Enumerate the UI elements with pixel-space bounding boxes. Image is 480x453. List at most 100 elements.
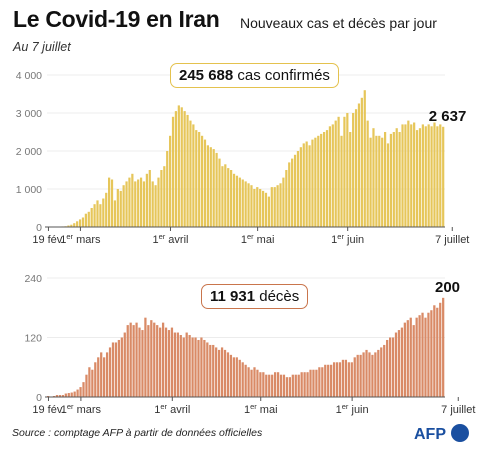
deaths-bar [147, 325, 150, 397]
deaths-bar [217, 349, 221, 397]
cases-bar [372, 128, 375, 227]
cases-bar [322, 132, 326, 227]
deaths-bar [117, 339, 121, 397]
cases-total-value: 245 688 [179, 67, 234, 84]
deaths-bar [330, 364, 333, 397]
cases-bar [212, 149, 215, 227]
deaths-bar [97, 357, 100, 397]
deaths-bar [132, 325, 135, 397]
cases-bar [250, 185, 253, 227]
deaths-bar [276, 372, 280, 397]
cases-bar [235, 175, 239, 227]
deaths-x-tick-label: 19 fév. [32, 404, 64, 416]
cases-bar [308, 145, 311, 227]
cases-bar [244, 181, 247, 227]
cases-bar [259, 189, 262, 227]
cases-bar [218, 158, 221, 227]
deaths-bar [412, 325, 415, 397]
deaths-bar [309, 369, 312, 397]
cases-bar [227, 168, 230, 227]
cases-bar [157, 177, 160, 227]
cases-bar [395, 128, 398, 227]
deaths-bar [250, 369, 253, 397]
cases-bar [299, 147, 302, 227]
cases-bar [389, 133, 393, 227]
deaths-bar [338, 362, 342, 397]
deaths-bar [197, 339, 200, 397]
deaths-bar [206, 342, 209, 397]
cases-bar [203, 139, 207, 227]
deaths-total-value: 11 931 [210, 288, 256, 305]
deaths-bar [377, 349, 380, 397]
deaths-bar [291, 374, 294, 397]
deaths-bar [159, 327, 162, 397]
deaths-x-tick-label: 1er avril [154, 402, 190, 416]
deaths-bar [297, 374, 300, 397]
deaths-bar [215, 347, 218, 397]
cases-bar [78, 219, 82, 227]
deaths-bar [279, 374, 283, 397]
cases-bar [291, 158, 294, 227]
cases-bar [369, 137, 372, 227]
chart-title: Le Covid-19 en Iran [13, 6, 220, 32]
cases-bar [93, 204, 96, 227]
deaths-bar [247, 367, 250, 397]
deaths-bar [335, 362, 339, 397]
cases-bar [142, 181, 146, 227]
cases-bar [110, 179, 114, 227]
cases-bar [224, 164, 227, 227]
cases-bar [96, 200, 99, 227]
deaths-bar [430, 310, 433, 397]
deaths-bar [400, 327, 404, 397]
cases-bar [398, 132, 401, 227]
cases-bar [346, 113, 349, 227]
deaths-bar [126, 325, 129, 397]
cases-bar [285, 170, 288, 227]
deaths-bar [332, 362, 336, 397]
cases-bar [169, 135, 172, 227]
cases-bar [296, 151, 300, 227]
cases-y-tick-label: 2 000 [16, 146, 42, 158]
cases-bar [427, 124, 430, 227]
cases-bar [67, 225, 70, 227]
deaths-bar [347, 362, 350, 397]
cases-bar [122, 185, 125, 227]
cases-bar [128, 177, 131, 227]
cases-bar [174, 111, 178, 227]
cases-bar [334, 120, 337, 227]
deaths-bar [182, 337, 185, 397]
deaths-bar [164, 327, 168, 397]
deaths-bar [365, 349, 368, 397]
cases-bar [163, 166, 166, 227]
deaths-bar [108, 347, 112, 397]
cases-bar [200, 135, 204, 227]
cases-bar [206, 145, 209, 227]
deaths-bar [439, 302, 442, 397]
deaths-bar [274, 372, 277, 397]
deaths-bar [232, 357, 235, 397]
deaths-bar [173, 332, 177, 397]
deaths-total-box: 11 931 décès [201, 284, 309, 309]
deaths-bar [58, 395, 62, 397]
deaths-bar [76, 389, 79, 397]
deaths-bar [100, 352, 103, 398]
cases-bar [424, 126, 427, 227]
cases-y-tick-label: 1 000 [16, 184, 42, 196]
cases-bar [352, 113, 355, 227]
deaths-bar [82, 382, 85, 398]
cases-bar [320, 133, 323, 227]
cases-chart: 0 1 000 2 000 3 000 4 000 19 fév.1er mars 1er … [16, 70, 470, 246]
deaths-total-text: décès [259, 288, 300, 305]
cases-bar [386, 143, 390, 227]
cases-bar [360, 97, 363, 227]
deaths-bar [55, 395, 59, 397]
deaths-bar [288, 377, 291, 397]
cases-bar [317, 135, 320, 227]
deaths-bar [259, 372, 262, 397]
cases-bar [119, 190, 122, 227]
deaths-bar [194, 337, 197, 397]
deaths-bar [229, 354, 233, 397]
cases-bar [148, 170, 151, 227]
cases-last-value-label: 2 637 [429, 108, 467, 125]
deaths-y-tick-label: 240 [24, 273, 42, 285]
